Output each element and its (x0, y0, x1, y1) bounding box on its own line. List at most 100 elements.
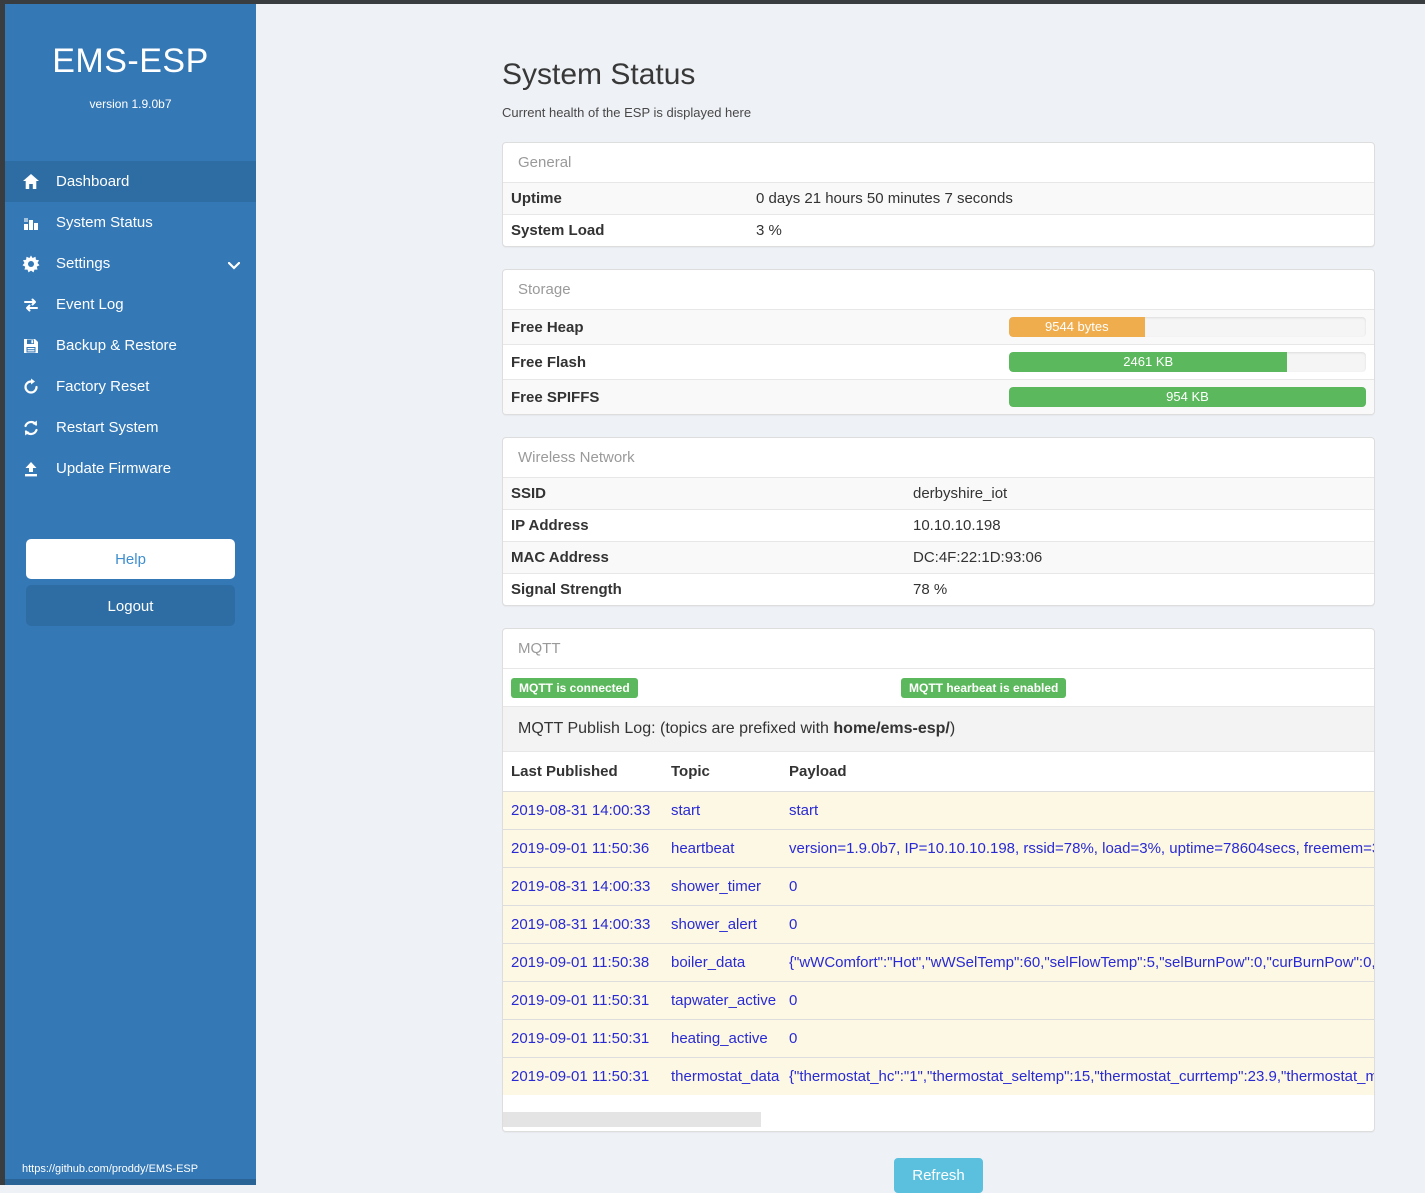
mqtt-panel-title: MQTT (518, 640, 561, 657)
gear-icon (21, 254, 41, 274)
log-topic: heating_active (663, 1019, 781, 1058)
log-topic: heartbeat (663, 829, 781, 868)
table-row: Signal Strength 78 % (503, 573, 1374, 605)
rotate-icon (21, 377, 41, 397)
storage-table: Free Heap 9544 bytes Free Flash 2461 KB … (503, 309, 1374, 414)
log-payload: {"wWComfort":"Hot","wWSelTemp":60,"selFl… (781, 943, 1374, 982)
log-topic: tapwater_active (663, 981, 781, 1020)
sidebar-item-event-log[interactable]: Event Log (5, 284, 256, 325)
log-topic: boiler_data (663, 943, 781, 982)
log-time: 2019-09-01 11:50:31 (503, 1057, 663, 1095)
row-label: SSID (503, 477, 905, 510)
sidebar-item-system-status[interactable]: System Status (5, 202, 256, 243)
wireless-panel: Wireless Network SSID derbyshire_iot IP … (502, 437, 1375, 606)
sidebar-item-dashboard[interactable]: Dashboard (5, 161, 256, 202)
table-row: Free Heap 9544 bytes (503, 309, 1374, 345)
sidebar-item-label: System Status (56, 214, 153, 231)
table-row: Free SPIFFS 954 KB (503, 379, 1374, 414)
sidebar-item-update-firmware[interactable]: Update Firmware (5, 448, 256, 489)
free-flash-progress: 2461 KB (1009, 352, 1366, 372)
wireless-panel-title: Wireless Network (518, 449, 635, 466)
row-label: Free Flash (503, 344, 1001, 380)
scrollbar-thumb[interactable] (503, 1112, 761, 1127)
horizontal-scrollbar (503, 1095, 1374, 1131)
general-panel: General Uptime 0 days 21 hours 50 minute… (502, 142, 1375, 247)
sync-icon (21, 418, 41, 438)
publish-log-prefix: MQTT Publish Log: (topics are prefixed w… (518, 720, 834, 737)
log-time: 2019-08-31 14:00:33 (503, 791, 663, 830)
row-value: 78 % (905, 573, 1374, 605)
log-payload: start (781, 791, 1374, 830)
sidebar-item-factory-reset[interactable]: Factory Reset (5, 366, 256, 407)
upload-icon (21, 459, 41, 479)
log-topic: start (663, 791, 781, 830)
log-header-row: Last Published Topic Payload (503, 751, 1374, 792)
github-link[interactable]: https://github.com/proddy/EMS-ESP (22, 1163, 199, 1175)
general-table: Uptime 0 days 21 hours 50 minutes 7 seco… (503, 182, 1374, 246)
mqtt-log-table: Last Published Topic Payload 2019-08-31 … (503, 751, 1374, 1095)
mqtt-status-row: MQTT is connected MQTT hearbeat is enabl… (503, 668, 1374, 706)
log-time: 2019-09-01 11:50:38 (503, 943, 663, 982)
log-payload: {"thermostat_hc":"1","thermostat_seltemp… (781, 1057, 1374, 1095)
wireless-table: SSID derbyshire_iot IP Address 10.10.10.… (503, 477, 1374, 605)
log-time: 2019-09-01 11:50:31 (503, 981, 663, 1020)
sidebar-item-backup-restore[interactable]: Backup & Restore (5, 325, 256, 366)
progress-fill: 9544 bytes (1009, 317, 1145, 337)
row-label: System Load (503, 214, 748, 246)
refresh-area: Refresh (502, 1158, 1375, 1193)
sidebar-item-label: Update Firmware (56, 460, 172, 477)
row-value: 9544 bytes (1001, 309, 1374, 345)
mqtt-publish-log-header: MQTT Publish Log: (topics are prefixed w… (503, 706, 1374, 751)
sidebar: EMS-ESP version 1.9.0b7 Dashboard System… (5, 4, 256, 1185)
general-panel-title: General (518, 154, 572, 171)
publish-log-topic-prefix: home/ems-esp/ (833, 720, 950, 737)
row-value: derbyshire_iot (905, 477, 1374, 510)
sidebar-nav: Dashboard System Status Settings Event L… (5, 161, 256, 489)
column-header: Payload (781, 751, 1374, 792)
table-row: System Load 3 % (503, 214, 1374, 246)
log-row: 2019-09-01 11:50:31 heating_active 0 (503, 1019, 1374, 1058)
help-button[interactable]: Help (26, 539, 235, 579)
log-topic: shower_timer (663, 867, 781, 906)
row-label: Uptime (503, 182, 748, 215)
sidebar-item-label: Event Log (56, 296, 124, 313)
log-row: 2019-09-01 11:50:38 boiler_data {"wWComf… (503, 943, 1374, 982)
log-row: 2019-08-31 14:00:33 shower_timer 0 (503, 867, 1374, 906)
row-value: 0 days 21 hours 50 minutes 7 seconds (748, 182, 1374, 215)
sidebar-item-settings[interactable]: Settings (5, 243, 256, 284)
log-row: 2019-09-01 11:50:36 heartbeat version=1.… (503, 829, 1374, 868)
table-row: Uptime 0 days 21 hours 50 minutes 7 seco… (503, 182, 1374, 215)
sidebar-item-label: Restart System (56, 419, 159, 436)
storage-panel-title: Storage (518, 281, 571, 298)
column-header: Last Published (503, 751, 663, 792)
sidebar-item-label: Factory Reset (56, 378, 150, 395)
log-row: 2019-08-31 14:00:33 shower_alert 0 (503, 905, 1374, 944)
page-title: System Status (502, 58, 696, 91)
log-payload: 0 (781, 1019, 1374, 1058)
mqtt-heartbeat-badge: MQTT hearbeat is enabled (901, 678, 1067, 698)
log-time: 2019-08-31 14:00:33 (503, 867, 663, 906)
log-row: 2019-08-31 14:00:33 start start (503, 791, 1374, 830)
storage-panel: Storage Free Heap 9544 bytes Free Flash … (502, 269, 1375, 415)
floppy-icon (21, 336, 41, 356)
app-title: EMS-ESP (52, 42, 209, 80)
row-label: Free Heap (503, 309, 1001, 345)
sidebar-buttons: Help Logout (5, 539, 256, 626)
log-payload: 0 (781, 905, 1374, 944)
table-row: SSID derbyshire_iot (503, 477, 1374, 510)
row-value: 3 % (748, 214, 1374, 246)
sidebar-item-label: Settings (56, 255, 111, 272)
row-label: Free SPIFFS (503, 379, 1001, 414)
log-payload: 0 (781, 867, 1374, 906)
table-row: MAC Address DC:4F:22:1D:93:06 (503, 541, 1374, 574)
sidebar-item-label: Backup & Restore (56, 337, 177, 354)
refresh-button[interactable]: Refresh (894, 1158, 983, 1193)
progress-fill: 954 KB (1009, 387, 1366, 407)
log-payload: 0 (781, 981, 1374, 1020)
chart-icon (21, 213, 41, 233)
logout-button[interactable]: Logout (26, 585, 235, 626)
window-frame-left (0, 0, 5, 1185)
mqtt-connected-badge: MQTT is connected (511, 678, 638, 698)
log-time: 2019-09-01 11:50:36 (503, 829, 663, 868)
sidebar-item-restart-system[interactable]: Restart System (5, 407, 256, 448)
